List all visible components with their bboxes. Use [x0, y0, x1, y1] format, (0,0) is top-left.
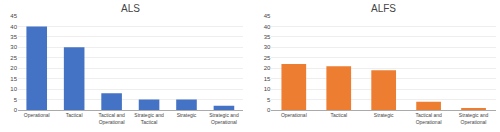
svg-text:25: 25 [10, 55, 17, 61]
svg-text:Strategic andTactical: Strategic andTactical [134, 112, 164, 125]
svg-text:Strategic: Strategic [177, 112, 197, 118]
svg-text:Strategic andOperational: Strategic andOperational [209, 112, 239, 125]
svg-text:0: 0 [267, 107, 271, 113]
svg-text:5: 5 [267, 97, 271, 103]
svg-text:10: 10 [10, 86, 17, 92]
svg-text:45: 45 [264, 13, 271, 19]
svg-text:10: 10 [264, 86, 271, 92]
svg-text:45: 45 [10, 13, 17, 19]
svg-text:Strategic: Strategic [374, 112, 394, 118]
svg-text:35: 35 [10, 34, 17, 40]
svg-text:Operational: Operational [281, 112, 307, 118]
svg-text:Strategic andOperational: Strategic andOperational [459, 112, 489, 125]
svg-text:40: 40 [264, 24, 271, 30]
svg-text:Tactical andOperational: Tactical andOperational [415, 112, 442, 125]
svg-text:20: 20 [10, 65, 17, 71]
svg-text:Tactical: Tactical [66, 112, 83, 118]
svg-text:Tactical andOperational: Tactical andOperational [98, 112, 125, 125]
svg-text:20: 20 [264, 65, 271, 71]
svg-text:40: 40 [10, 24, 17, 30]
svg-text:Operational: Operational [24, 112, 50, 118]
svg-text:Tactical: Tactical [330, 112, 347, 118]
svg-text:5: 5 [14, 97, 18, 103]
svg-text:ALFS: ALFS [371, 3, 396, 14]
svg-text:15: 15 [10, 76, 17, 82]
svg-text:30: 30 [264, 44, 271, 50]
svg-text:30: 30 [10, 44, 17, 50]
svg-text:35: 35 [264, 34, 271, 40]
svg-text:0: 0 [14, 107, 18, 113]
svg-text:25: 25 [264, 55, 271, 61]
svg-text:ALS: ALS [121, 3, 140, 14]
svg-text:15: 15 [264, 76, 271, 82]
